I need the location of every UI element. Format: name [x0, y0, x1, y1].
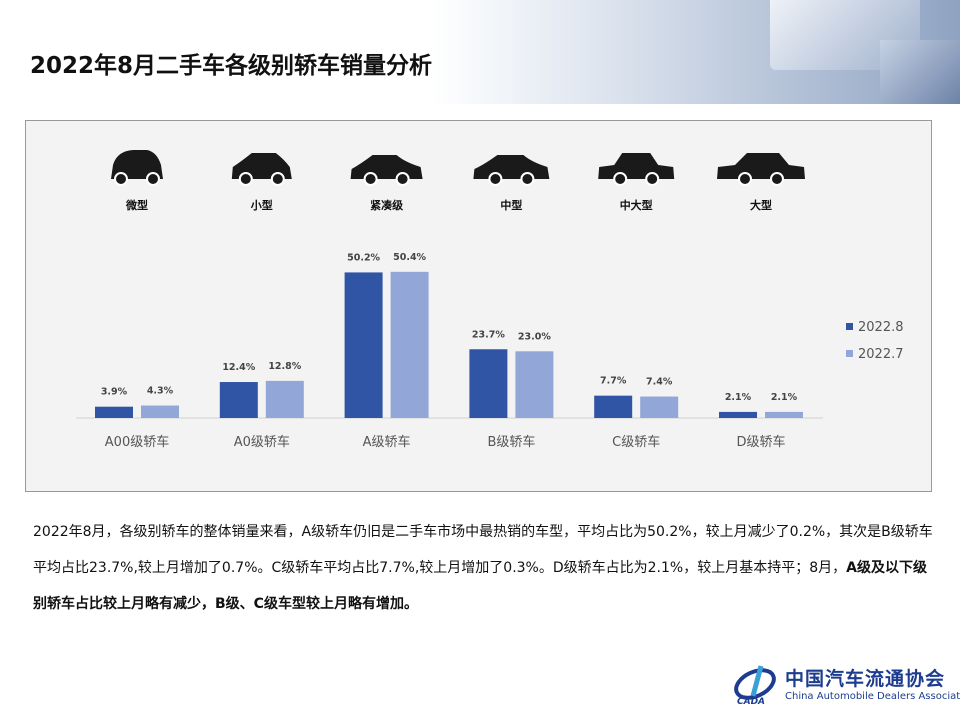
summary-body: 2022年8月，各级别轿车的整体销量来看，A级轿车仍旧是二手车市场中最热销的车型…: [33, 524, 933, 576]
bar-2022.7: [640, 396, 679, 418]
data-label: 3.9%: [101, 387, 128, 398]
data-label: 12.4%: [222, 362, 255, 373]
data-label: 50.4%: [393, 252, 426, 263]
x-tick-label: A级轿车: [363, 434, 411, 450]
microcar-icon: [111, 150, 163, 186]
data-label: 7.4%: [646, 377, 673, 388]
large-sedan-icon: [717, 153, 805, 186]
bar-2022.8: [344, 272, 383, 418]
legend-label: 2022.8: [858, 320, 904, 335]
car-type-label: 小型: [250, 198, 273, 212]
bar-2022.8: [469, 349, 508, 418]
data-label: 23.7%: [472, 329, 505, 340]
legend-swatch: [846, 350, 853, 357]
summary-text: 2022年8月，各级别轿车的整体销量来看，A级轿车仍旧是二手车市场中最热销的车型…: [33, 514, 933, 622]
x-tick-label: A0级轿车: [234, 434, 290, 450]
bar-2022.8: [95, 406, 133, 418]
data-label: 23.0%: [518, 331, 551, 342]
data-label: 7.7%: [600, 376, 627, 387]
car-type-label: 中型: [500, 198, 522, 212]
car-type-label: 大型: [750, 198, 772, 212]
x-tick-label: B级轿车: [487, 434, 535, 450]
x-tick-label: D级轿车: [736, 434, 785, 450]
car-type-label: 微型: [125, 198, 148, 212]
x-tick-label: C级轿车: [612, 434, 660, 450]
logo-english-name: China Automobile Dealers Association: [785, 691, 960, 702]
cada-logo: CADA 中国汽车流通协会 China Automobile Dealers A…: [733, 660, 960, 710]
x-tick-label: A00级轿车: [105, 434, 169, 450]
legend-label: 2022.7: [858, 347, 904, 362]
data-label: 4.3%: [147, 386, 174, 397]
bar-2022.8: [219, 382, 258, 418]
bar-2022.7: [515, 351, 554, 418]
bar-2022.7: [390, 271, 429, 418]
logo-chinese-name: 中国汽车流通协会: [785, 668, 946, 690]
svg-text:CADA: CADA: [737, 697, 765, 706]
midsize-sedan-icon: [473, 155, 550, 186]
bar-chart: 微型 小型 紧凑级 中型 中大型 大型 3.9% 4.3% A00级轿车 12.4% 12.8% A0…: [76, 150, 904, 450]
page-title: 2022年8月二手车各级别轿车销量分析: [30, 53, 433, 79]
data-label: 2.1%: [771, 392, 798, 403]
chart-panel: 微型 小型 紧凑级 中型 中大型 大型 3.9% 4.3% A00级轿车 12.4% 12.8% A0…: [25, 120, 932, 492]
bar-2022.7: [141, 405, 179, 418]
bar-2022.8: [719, 411, 757, 418]
car-type-label: 紧凑级: [370, 198, 404, 212]
header-banner: [0, 0, 960, 104]
bar-2022.8: [594, 395, 633, 418]
summary-highlight: A级及以下级别轿车占比较上月略有减少，B级、C级车型较上月略有增加。: [33, 560, 927, 612]
car-type-label: 中大型: [620, 198, 653, 212]
cada-logo-mark: CADA: [734, 665, 776, 706]
data-label: 12.8%: [268, 361, 301, 372]
data-label: 2.1%: [725, 392, 752, 403]
decorative-cube: [880, 40, 960, 104]
hatchback-icon: [231, 153, 292, 186]
compact-sedan-icon: [350, 155, 423, 186]
bar-2022.7: [765, 411, 803, 418]
legend-swatch: [846, 323, 853, 330]
data-label: 50.2%: [347, 252, 380, 263]
fullsize-sedan-icon: [598, 153, 675, 186]
bar-2022.7: [265, 380, 304, 418]
